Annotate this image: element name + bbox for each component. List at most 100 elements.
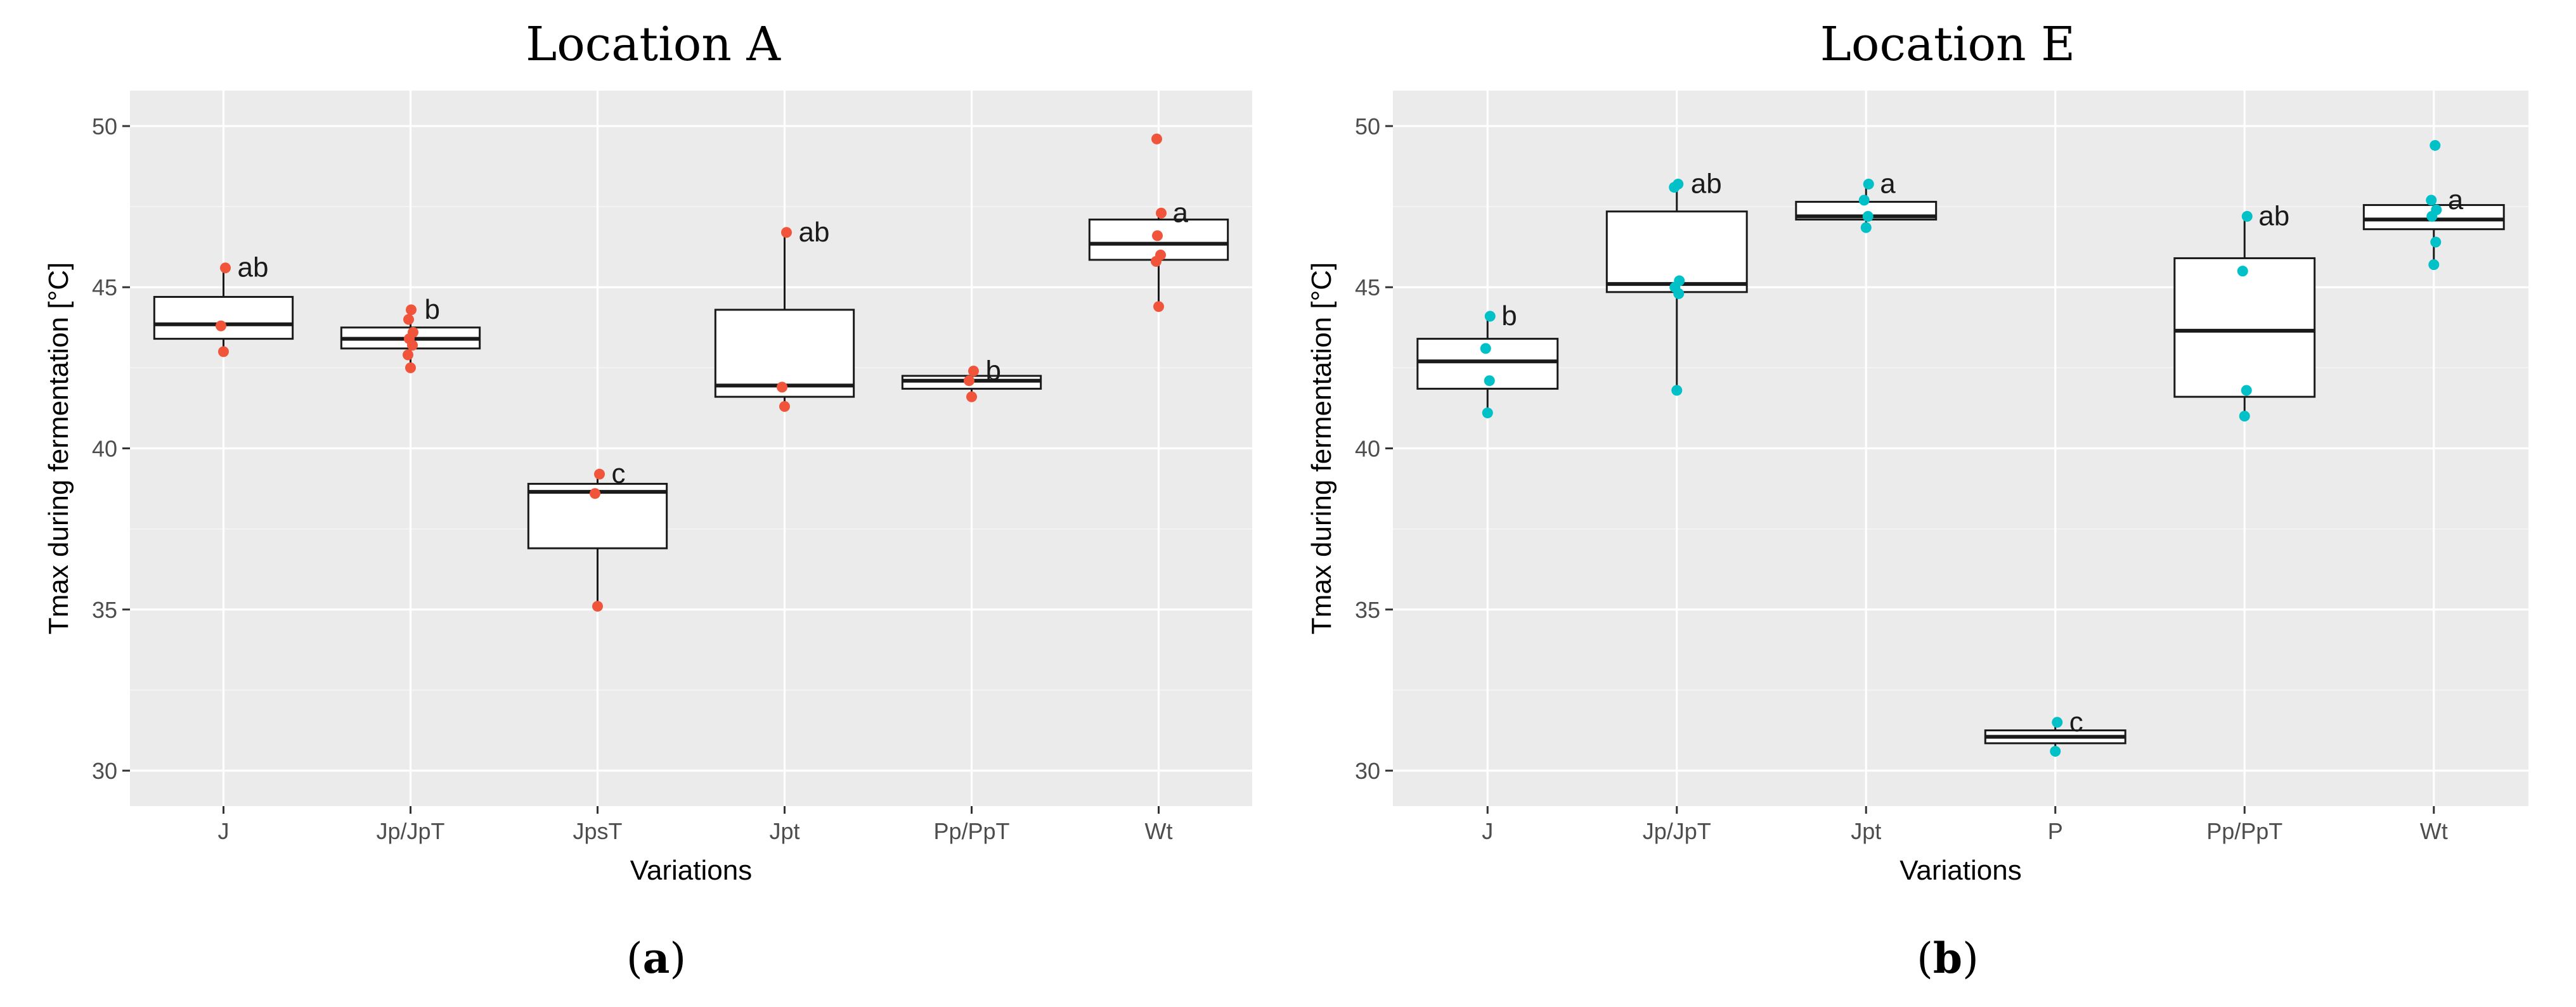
panel-b-y-tick-label: 30 [1355, 758, 1380, 784]
panel-b-data-point [2241, 385, 2252, 396]
panel-b-data-point [1484, 311, 1496, 322]
panel-a-x-tick-label: Jp/JpT [376, 818, 444, 844]
panel-a-box-body [153, 295, 294, 340]
panel-b-subfigure-letter: b [1933, 933, 1962, 983]
panel-a-data-point [590, 488, 600, 499]
panel-a-subfigure-paren-close: ) [670, 934, 686, 983]
panel-a-data-point [966, 391, 977, 402]
panel-b-y-tick-label: 40 [1355, 436, 1380, 462]
panel-b-subfigure-paren-open: ( [1917, 934, 1933, 983]
panel-a-significance-letter: b [986, 355, 1001, 386]
panel-a-data-point [1152, 230, 1163, 241]
panel-b-subfigure-paren-close: ) [1962, 934, 1979, 983]
panel-a-box-1: b [340, 294, 481, 373]
panel-b-significance-letter: a [1880, 168, 1896, 199]
panel-a-significance-letter: b [425, 294, 440, 325]
panel-b-x-tick-label: P [2048, 818, 2063, 844]
panel-b-data-point [1858, 195, 1870, 206]
panel-a-data-point [406, 304, 417, 316]
panel-a-subfigure-label: (a) [626, 933, 686, 983]
panel-a-data-point [777, 382, 787, 393]
panel-b-data-point [1860, 222, 1872, 233]
panel-a-box-4: b [901, 355, 1042, 402]
panel-a-y-tick-label: 30 [92, 758, 117, 784]
panel-b-data-point [2430, 236, 2442, 248]
panel-a-data-point [216, 320, 226, 331]
panel-a-data-point [968, 365, 979, 376]
panel-b-data-point [2050, 746, 2061, 757]
panel-b-x-tick-label: J [1482, 818, 1493, 844]
panel-b: Location E3035404550bJabJp/JpTaJptcPabPp… [1306, 17, 2528, 983]
panel-a-x-tick-label: Jpt [769, 818, 799, 844]
panel-b-title: Location E [1820, 17, 2075, 72]
panel-b-box-2: a [1795, 168, 1938, 233]
panel-b-data-point [1482, 407, 1493, 419]
panel-a-y-tick-label: 35 [92, 597, 117, 623]
panel-b-data-point [2052, 717, 2063, 728]
panel-b-data-point [2428, 259, 2440, 271]
panel-b-subfigure-label: (b) [1917, 933, 1979, 983]
panel-a-x-tick-label: Pp/PpT [933, 818, 1009, 844]
panel-a-data-point [403, 349, 413, 361]
panel-b-significance-letter: ab [2258, 200, 2289, 231]
panel-a-box-body [714, 309, 855, 398]
panel-a-y-tick-label: 40 [92, 436, 117, 462]
panel-b-data-point [1484, 375, 1495, 387]
panel-b-data-point [2241, 210, 2253, 222]
panel-b-box-0: b [1416, 300, 1559, 419]
panel-a-subfigure-paren-open: ( [626, 934, 643, 983]
panel-b-y-tick-label: 50 [1355, 113, 1380, 139]
panel-b-data-point [1671, 385, 1683, 396]
panel-b-x-axis-title: Variations [1900, 855, 2021, 886]
panel-a-data-point [781, 227, 792, 238]
panel-b-data-point [2430, 139, 2441, 151]
panel-b-data-point [2237, 266, 2248, 277]
panel-a-data-point [1155, 249, 1166, 260]
panel-a-data-point [220, 262, 231, 274]
panel-a-data-point [405, 362, 416, 373]
panel-b-box-body [2173, 257, 2316, 398]
panel-b-significance-letter: a [2448, 184, 2464, 215]
panel-b-data-point [1480, 343, 1491, 354]
panel-b-data-point [1673, 178, 1684, 189]
panel-b-significance-letter: ab [1691, 168, 1722, 199]
panel-b-box-1: ab [1605, 168, 1748, 396]
panel-a-data-point [779, 401, 790, 412]
panel-a-significance-letter: c [612, 458, 626, 489]
panel-a-subfigure-letter: a [643, 933, 670, 983]
panel-a-data-point [594, 468, 605, 480]
panel-a-box-5: a [1088, 133, 1229, 312]
panel-b-x-tick-label: Jpt [1851, 818, 1881, 844]
panel-a-box-0: ab [153, 252, 294, 357]
panel-b-x-tick-label: Jp/JpT [1643, 818, 1711, 844]
panel-b-x-tick-label: Pp/PpT [2206, 818, 2282, 844]
panel-b-data-point [2239, 411, 2250, 422]
panel-b-data-point [2426, 195, 2437, 206]
panel-a-data-point [218, 346, 229, 357]
panel-a-y-tick-label: 50 [92, 113, 117, 139]
panel-b-box-3: c [1984, 707, 2126, 757]
panel-a-data-point [408, 326, 418, 338]
panel-a-significance-letter: ab [238, 252, 269, 283]
panel-a-data-point [1151, 133, 1162, 144]
panel-a-data-point [403, 314, 414, 325]
panel-b-x-tick-label: Wt [2420, 818, 2448, 844]
panel-a-data-point [964, 375, 974, 387]
panel-b-box-4: ab [2173, 200, 2316, 422]
panel-b-y-tick-label: 35 [1355, 597, 1380, 623]
panel-b-y-tick-label: 45 [1355, 274, 1380, 300]
panel-a-significance-letter: ab [799, 217, 830, 248]
panel-b-data-point [1674, 275, 1685, 286]
panel-b-data-point [1862, 210, 1874, 222]
panel-a-data-point [1156, 207, 1167, 219]
panel-a-x-tick-label: JpsT [573, 818, 622, 844]
panel-b-y-axis-title: Tmax during fermentation [°C] [1306, 262, 1337, 634]
panel-b-significance-letter: b [1501, 300, 1517, 331]
panel-a-x-tick-label: Wt [1145, 818, 1173, 844]
panel-a-box-3: ab [714, 217, 855, 412]
panel-b-data-point [2431, 204, 2442, 215]
panel-a-data-point [1153, 301, 1164, 312]
panel-a: Location A3035404550abJbJp/JpTcJpsTabJpt… [43, 17, 1252, 983]
